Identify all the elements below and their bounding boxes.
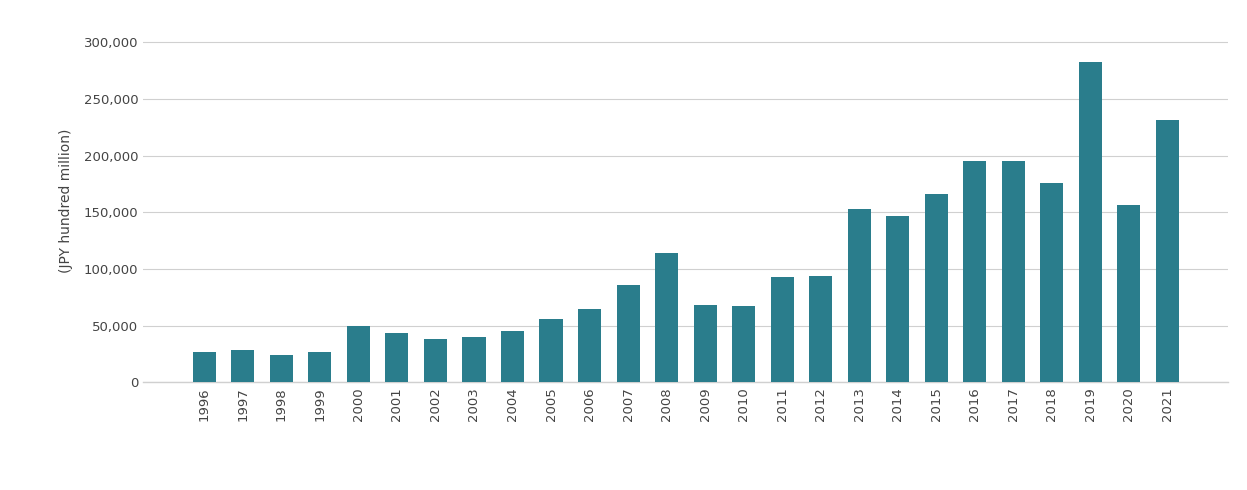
Bar: [809, 276, 832, 382]
Bar: [269, 355, 293, 382]
Bar: [655, 253, 678, 382]
Bar: [963, 161, 986, 382]
Bar: [193, 352, 216, 382]
Bar: [732, 306, 756, 382]
Y-axis label: (JPY hundred million): (JPY hundred million): [59, 129, 72, 273]
Bar: [693, 305, 717, 382]
Bar: [231, 350, 254, 382]
Bar: [308, 352, 332, 382]
Bar: [463, 337, 485, 382]
Bar: [347, 325, 370, 382]
Bar: [925, 194, 948, 382]
Bar: [1001, 161, 1025, 382]
Bar: [1079, 62, 1102, 382]
Bar: [848, 209, 870, 382]
Bar: [1156, 121, 1178, 382]
Bar: [771, 277, 794, 382]
Bar: [501, 331, 524, 382]
Bar: [577, 309, 601, 382]
Bar: [616, 285, 640, 382]
Bar: [1117, 205, 1141, 382]
Bar: [887, 216, 909, 382]
Bar: [1040, 183, 1064, 382]
Bar: [540, 319, 562, 382]
Bar: [424, 339, 446, 382]
Bar: [385, 334, 409, 382]
